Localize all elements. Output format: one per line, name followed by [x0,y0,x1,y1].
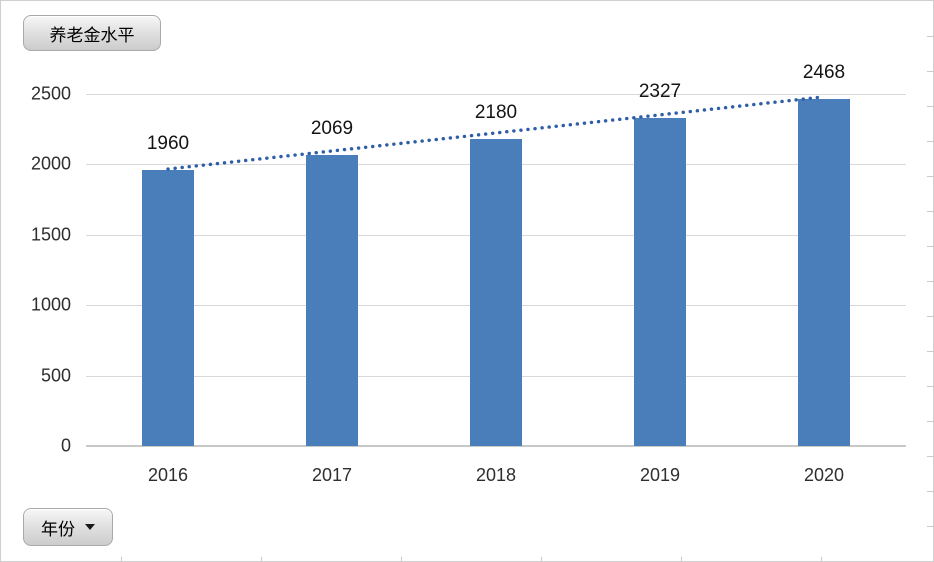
sheet-row-gridline-mark [927,491,933,492]
gridline [86,94,906,95]
sheet-row-gridline-mark [927,246,933,247]
value-field-button[interactable]: 养老金水平 [23,15,161,51]
x-axis-line [86,445,906,447]
x-axis-tick-label: 2019 [639,465,681,485]
axis-field-button[interactable]: 年份 [23,508,113,546]
x-axis-tick-label: 2017 [311,465,353,485]
y-axis-tick-label: 500 [40,365,71,386]
sheet-row-gridline-mark [927,106,933,107]
chevron-down-icon[interactable] [85,524,95,530]
sheet-row-gridline-mark [927,71,933,72]
sheet-row-gridline-mark [927,211,933,212]
sheet-row-gridline-mark [927,421,933,422]
sheet-row-gridline-mark [927,36,933,37]
data-label: 2180 [474,102,518,124]
axis-field-label: 年份 [41,519,75,539]
y-axis-tick-label: 2500 [30,83,71,104]
data-label: 1960 [146,133,190,155]
y-axis-tick-label: 2000 [30,153,71,174]
sheet-column-gridline-mark [121,557,122,561]
x-axis-tick-label: 2020 [803,465,845,485]
sheet-row-gridline-mark [927,141,933,142]
sheet-row-gridline-mark [927,456,933,457]
y-axis-tick-label: 0 [60,435,71,456]
sheet-column-gridline-mark [541,557,542,561]
bar-2016[interactable] [142,170,194,446]
x-axis-tick-label: 2016 [147,465,189,485]
data-label: 2069 [310,117,354,139]
data-label: 2468 [802,61,846,83]
value-field-label: 养老金水平 [49,25,135,45]
sheet-row-gridline-mark [927,281,933,282]
sheet-row-gridline-mark [927,526,933,527]
bar-2019[interactable] [634,118,686,446]
sheet-column-gridline-mark [261,557,262,561]
sheet-row-gridline-mark [927,351,933,352]
sheet-column-gridline-mark [681,557,682,561]
bar-2020[interactable] [798,98,850,446]
sheet-column-gridline-mark [821,557,822,561]
bar-2018[interactable] [470,139,522,446]
y-axis-tick-label: 1500 [30,224,71,245]
x-axis-tick-label: 2018 [475,465,517,485]
sheet-row-gridline-mark [927,386,933,387]
sheet-column-gridline-mark [401,557,402,561]
sheet-row-gridline-mark [927,316,933,317]
bar-2017[interactable] [306,154,358,446]
sheet-row-gridline-mark [927,176,933,177]
y-axis-tick-label: 1000 [30,294,71,315]
data-label: 2327 [638,81,682,103]
